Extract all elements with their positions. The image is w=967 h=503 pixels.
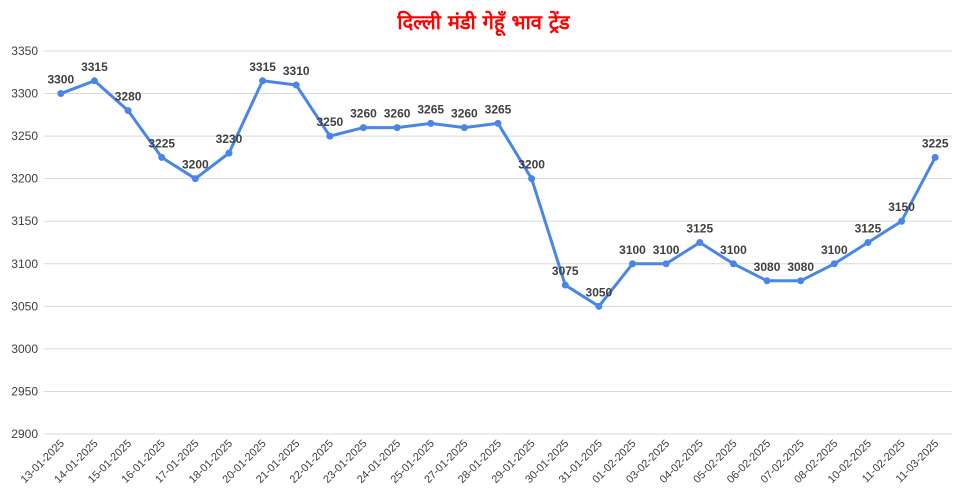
data-point — [629, 260, 637, 268]
data-point — [595, 302, 603, 310]
data-label: 3200 — [182, 158, 209, 172]
data-label: 3260 — [350, 107, 377, 121]
data-point — [561, 281, 569, 289]
y-tick-label: 3000 — [11, 342, 38, 356]
y-tick-label: 3100 — [11, 257, 38, 271]
y-tick-label: 3350 — [11, 44, 38, 58]
data-label: 3080 — [787, 260, 814, 274]
data-label: 3125 — [686, 222, 713, 236]
data-label: 3200 — [518, 158, 545, 172]
data-label: 3100 — [619, 243, 646, 257]
data-label: 3050 — [586, 285, 613, 299]
data-point — [898, 217, 906, 225]
y-tick-label: 3200 — [11, 172, 38, 186]
data-point — [460, 124, 468, 132]
data-label: 3125 — [855, 222, 882, 236]
y-tick-label: 2950 — [11, 384, 38, 398]
data-point — [763, 277, 771, 285]
data-label: 3075 — [552, 264, 579, 278]
y-tick-label: 3150 — [11, 214, 38, 228]
data-point — [393, 124, 401, 132]
y-tick-label: 3050 — [11, 299, 38, 313]
data-label: 3250 — [317, 115, 344, 129]
data-label: 3260 — [384, 107, 411, 121]
chart-title: दिल्ली मंडी गेहूँ भाव ट्रेंड — [397, 10, 570, 34]
data-point — [259, 77, 267, 85]
data-point — [158, 153, 166, 161]
y-tick-label: 2900 — [11, 427, 38, 441]
data-label: 3280 — [115, 90, 142, 104]
data-point — [427, 119, 435, 127]
data-labels: 3300 3315 3280 3225 3200 3230 3315 3310 3250 3260… — [47, 60, 948, 300]
data-label: 3265 — [417, 102, 444, 116]
data-point — [864, 239, 872, 246]
gridlines — [44, 50, 952, 435]
data-label: 3260 — [451, 107, 478, 121]
data-label: 3315 — [81, 60, 108, 74]
data-label: 3225 — [922, 136, 949, 150]
data-point — [528, 175, 536, 183]
data-point — [359, 124, 367, 132]
data-point — [57, 90, 65, 98]
data-label: 3230 — [216, 132, 243, 146]
data-points — [57, 77, 939, 310]
data-point — [191, 175, 199, 183]
data-label: 3225 — [148, 136, 175, 150]
data-point — [931, 153, 939, 161]
data-point — [124, 107, 132, 115]
data-point — [797, 277, 805, 285]
data-point — [292, 81, 300, 89]
data-point — [696, 239, 704, 246]
data-label: 3100 — [720, 243, 747, 257]
data-point — [729, 260, 737, 268]
data-label: 3080 — [754, 260, 781, 274]
y-tick-label: 3300 — [11, 87, 38, 101]
y-tick-label: 3250 — [11, 129, 38, 143]
data-point — [90, 77, 98, 85]
data-label: 3300 — [47, 73, 74, 87]
data-label: 3100 — [653, 243, 680, 257]
x-axis-ticks: 13-01-202514-01-202515-01-202516-01-2025… — [19, 438, 942, 486]
y-axis-ticks: 2900 2950 3000 3050 3100 3150 3200 3250 3300 3350 — [11, 44, 38, 441]
data-label: 3315 — [249, 60, 276, 74]
data-point — [494, 119, 502, 127]
data-label: 3100 — [821, 243, 848, 257]
data-label: 3265 — [485, 102, 512, 116]
data-point — [830, 260, 838, 268]
data-point — [326, 132, 334, 140]
data-point — [225, 149, 233, 157]
data-point — [662, 260, 670, 268]
data-label: 3150 — [888, 200, 915, 214]
data-label: 3310 — [283, 64, 310, 78]
